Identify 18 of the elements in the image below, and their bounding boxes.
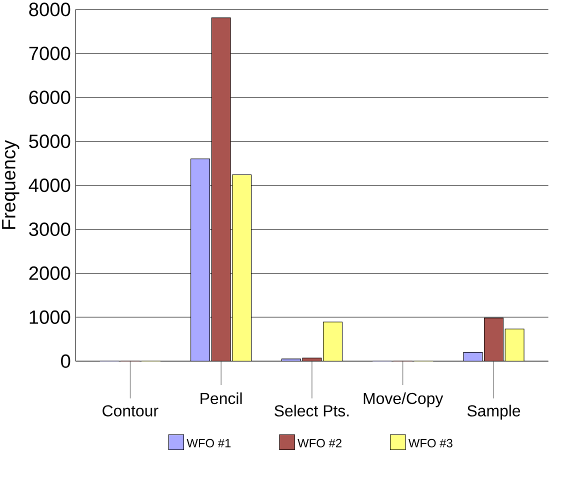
y-tick-label: 0	[61, 354, 70, 368]
x-tick-label: Contour	[102, 405, 158, 416]
x-tick-label: Select Pts.	[274, 404, 349, 416]
x-tick-label: Pencil	[200, 392, 242, 404]
y-tick-label: 7000	[29, 46, 70, 60]
y-tick-label: 3000	[29, 222, 70, 236]
x-tick-label: Move/Copy	[364, 392, 444, 408]
legend-label: WFO #3	[408, 438, 452, 448]
y-tick-label: 5000	[29, 134, 70, 148]
legend-label: WFO #1	[186, 438, 231, 448]
y-axis-title: Frequency	[2, 140, 20, 229]
x-tick-label: Sample	[467, 404, 520, 420]
y-tick-label: 2000	[29, 266, 70, 280]
legend-label: WFO #2	[298, 438, 342, 448]
y-tick-label: 4000	[28, 178, 70, 192]
y-tick-label: 6000	[29, 90, 70, 104]
y-tick-label: 1000	[30, 310, 70, 324]
y-tick-label: 8000	[29, 2, 70, 16]
